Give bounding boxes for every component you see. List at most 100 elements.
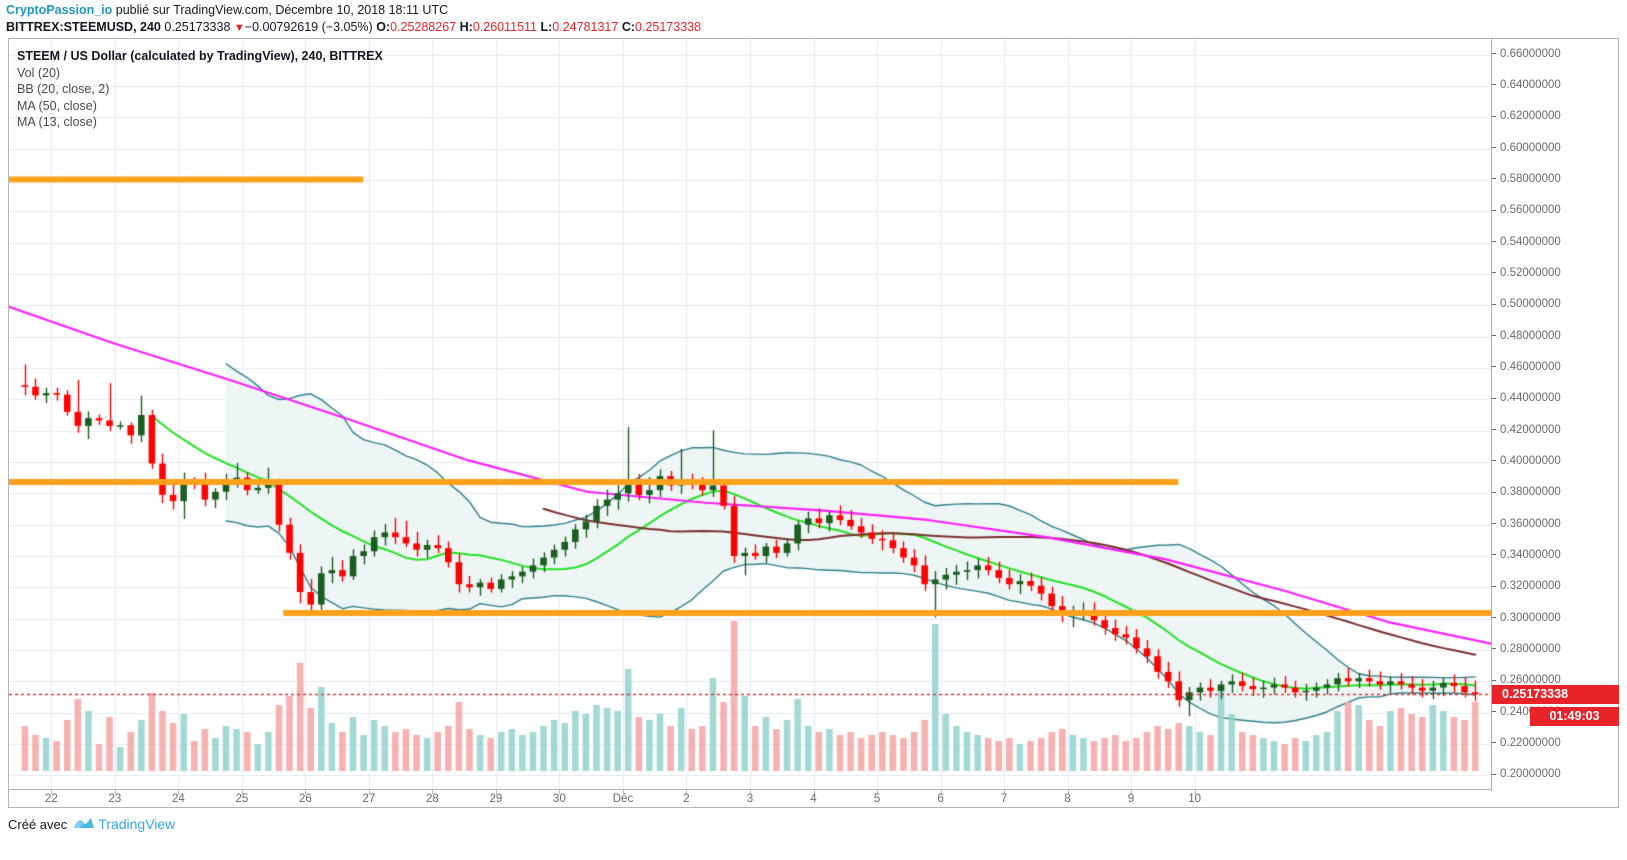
tick-dash-icon: [1492, 272, 1496, 274]
price-tick-label: 0.26000000: [1500, 674, 1561, 687]
tick-dash-icon: [1492, 209, 1496, 211]
price-tick-label: 0.28000000: [1500, 643, 1561, 655]
tradingview-logo-icon: [73, 815, 95, 834]
time-tick-mark: [750, 790, 751, 794]
price-tick-label: 0.30000000: [1500, 611, 1561, 624]
time-tick-mark: [178, 790, 180, 794]
price-tick: 0.44000000: [1492, 392, 1619, 406]
time-tick-mark: [1004, 790, 1006, 794]
author-link[interactable]: CryptoPassion_io: [6, 3, 113, 17]
time-tick-label: 29: [489, 793, 503, 805]
open-value: 0.25288267: [390, 20, 457, 34]
low-label: L:: [540, 20, 553, 34]
tick-dash-icon: [1492, 523, 1496, 525]
time-tick-label: 2: [683, 793, 690, 805]
price-tick-label: 0.52000000: [1500, 267, 1561, 279]
price-tick-label: 0.62000000: [1500, 110, 1561, 123]
time-tick-label: 30: [553, 793, 566, 805]
time-tick-mark: [940, 790, 942, 794]
price-plot-area[interactable]: STEEM / US Dollar (calculated by Trading…: [9, 39, 1491, 791]
time-tick-label: Déc: [612, 793, 634, 805]
tick-dash-icon: [1492, 397, 1496, 399]
time-tick-mark: [368, 790, 370, 794]
price-tick-label: 0.44000000: [1500, 392, 1561, 405]
time-tick-mark: [686, 790, 688, 794]
time-tick-mark: [114, 790, 116, 794]
price-tick: 0.60000000: [1492, 142, 1619, 156]
chart-frame[interactable]: STEEM / US Dollar (calculated by Trading…: [8, 38, 1619, 808]
time-tick-label: 10: [1188, 793, 1201, 805]
time-tick-mark: [241, 790, 243, 794]
price-tick: 0.42000000: [1492, 424, 1619, 438]
tradingview-brand[interactable]: TradingView: [98, 816, 176, 832]
price-tick: 0.54000000: [1492, 236, 1619, 250]
tick-dash-icon: [1492, 178, 1496, 180]
tick-dash-icon: [1492, 711, 1496, 713]
price-tick: 0.38000000: [1492, 486, 1619, 500]
time-tick-label: 5: [873, 793, 881, 805]
quote-line: BITTREX:STEEMUSD, 240 0.25173338 ▼−0.007…: [6, 19, 1627, 37]
price-tick-label: 0.60000000: [1500, 141, 1561, 154]
price-scale[interactable]: 0.66000000 0.64000000 0.62000000 0.60000000…: [1491, 39, 1619, 791]
time-tick-label: 22: [44, 793, 58, 805]
price-tick-label: 0.22000000: [1500, 737, 1561, 749]
last-price: 0.25173338: [164, 20, 231, 34]
price-tick-label: 0.20000000: [1500, 768, 1561, 781]
low-value: 0.24781317: [552, 20, 619, 34]
time-tick-mark: [877, 790, 879, 794]
price-tick: 0.52000000: [1492, 267, 1619, 281]
tick-dash-icon: [1492, 53, 1496, 55]
tick-dash-icon: [1492, 303, 1496, 305]
price-tick: 0.34000000: [1492, 549, 1619, 563]
time-tick-label: 26: [298, 793, 312, 805]
tick-dash-icon: [1492, 491, 1496, 493]
candlestick-canvas[interactable]: [9, 39, 1491, 791]
time-tick-mark: [813, 790, 815, 794]
price-tick: 0.64000000: [1492, 79, 1619, 93]
time-tick-mark: [495, 790, 497, 794]
price-tick-label: 0.66000000: [1500, 47, 1561, 60]
current-price-badge[interactable]: 0.25173338: [1492, 685, 1619, 705]
price-tick: 0.46000000: [1492, 361, 1619, 375]
time-tick-label: 27: [362, 793, 376, 805]
time-tick-label: 6: [937, 793, 944, 805]
price-tick-label: 0.54000000: [1500, 235, 1561, 248]
price-tick: 0.28000000: [1492, 643, 1619, 657]
time-tick-mark: [432, 790, 434, 794]
symbol-label[interactable]: BITTREX:STEEMUSD, 240: [6, 20, 161, 34]
close-value: 0.25173338: [635, 20, 702, 34]
price-tick: 0.56000000: [1492, 204, 1619, 218]
time-scale[interactable]: 22 23 24 25 26 27 28 29 30 Déc 2 3 4 5 6 7 8 9 10: [9, 789, 1491, 807]
high-label: H:: [459, 20, 473, 34]
footer-attribution: Créé avec TradingView: [8, 812, 175, 836]
time-tick-mark: [559, 790, 561, 794]
price-tick: 0.66000000: [1492, 48, 1619, 62]
time-tick-label: 23: [108, 793, 122, 805]
time-tick-label: 28: [426, 793, 439, 805]
tick-dash-icon: [1492, 429, 1496, 431]
time-tick-mark: [51, 790, 53, 794]
price-tick-label: 0.34000000: [1500, 549, 1561, 561]
price-tick-label: 0.50000000: [1500, 298, 1561, 311]
tick-dash-icon: [1492, 241, 1496, 243]
tick-dash-icon: [1492, 460, 1496, 462]
price-tick: 0.58000000: [1492, 173, 1619, 187]
price-tick: 0.36000000: [1492, 518, 1619, 532]
change-absolute: −0.00792619: [244, 20, 319, 34]
price-tick-label: 0.64000000: [1500, 79, 1561, 91]
time-tick-mark: [1131, 790, 1133, 794]
close-label: C:: [621, 20, 636, 34]
published-text: publié sur TradingView.com, Décembre 10,…: [112, 3, 449, 17]
time-tick-label: 25: [235, 793, 249, 805]
tick-dash-icon: [1492, 648, 1496, 650]
tick-dash-icon: [1492, 554, 1496, 556]
price-tick-label: 0.48000000: [1500, 329, 1561, 342]
price-tick: 0.50000000: [1492, 298, 1619, 312]
tick-dash-icon: [1492, 617, 1496, 619]
tick-dash-icon: [1492, 679, 1496, 681]
price-tick: 0.48000000: [1492, 330, 1619, 344]
time-tick-mark: [305, 790, 307, 794]
tick-dash-icon: [1492, 84, 1496, 86]
publisher-line: CryptoPassion_io publié sur TradingView.…: [6, 2, 1627, 19]
time-tick-mark: [1067, 790, 1069, 794]
